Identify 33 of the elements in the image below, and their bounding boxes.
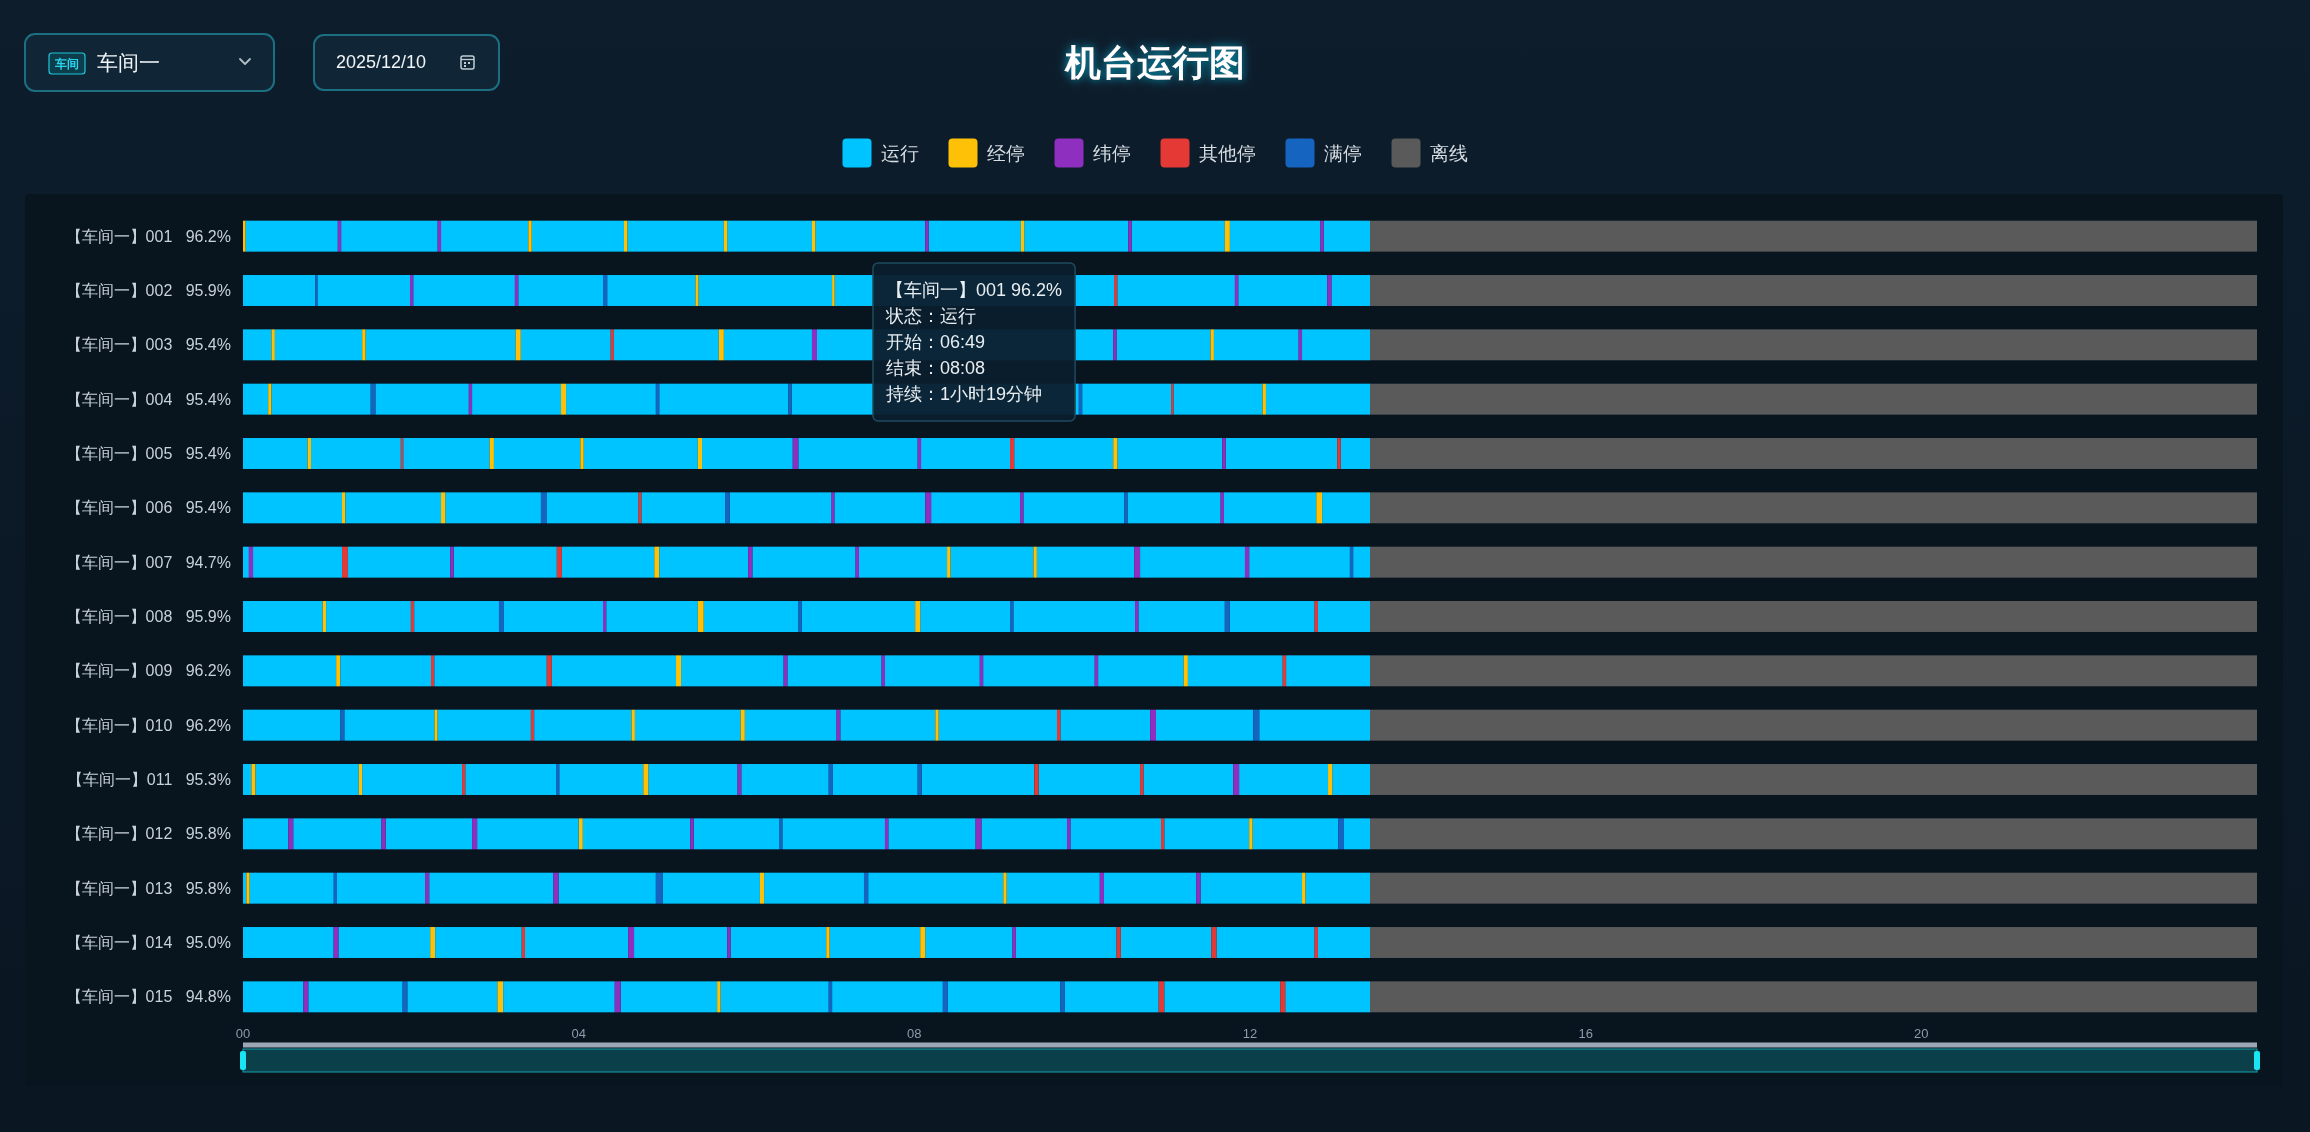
legend-label: 纬停 [1092,142,1131,164]
y-tick-label: 【车间一】015 94.8% [65,988,231,1006]
y-tick-label: 【车间一】009 96.2% [65,662,231,680]
x-tick-label: 00 [235,1025,251,1041]
y-tick-label: 【车间一】013 95.8% [65,879,231,897]
y-tick-label: 【车间一】004 95.4% [65,390,231,408]
y-tick-label: 【车间一】006 95.4% [65,499,231,517]
legend-label: 经停 [986,142,1025,164]
x-tick-label: 16 [1578,1025,1593,1041]
legend-label: 满停 [1323,142,1362,164]
legend-label: 其他停 [1198,142,1256,164]
y-tick-label: 【车间一】007 94.7% [65,553,231,571]
y-tick-label: 【车间一】012 95.8% [65,825,231,843]
y-tick-label: 【车间一】011 95.3% [66,771,231,788]
x-tick-label: 08 [907,1025,922,1041]
y-tick-label: 【车间一】005 95.4% [65,445,231,462]
chart-title: 机台运行图 [1064,41,1245,83]
y-tick-label: 【车间一】002 95.9% [65,282,231,299]
annotation: 状态：运行 [885,306,976,326]
x-tick-label: 12 [1242,1025,1258,1041]
y-tick-label: 【车间一】008 95.9% [65,608,231,625]
x-tick-label: 20 [1914,1025,1929,1041]
y-tick-label: 【车间一】001 96.2% [65,227,231,245]
annotation: 持续：1小时19分钟 [886,384,1043,404]
y-tick-label: 【车间一】010 96.2% [65,716,231,734]
annotation: 开始：06:49 [886,332,986,352]
legend-label: 运行 [880,142,919,164]
x-tick-label: 04 [571,1025,586,1041]
y-tick-label: 【车间一】014 95.0% [65,934,231,951]
y-tick-label: 【车间一】003 95.4% [65,336,231,354]
legend-label: 离线 [1429,142,1468,164]
annotation: 结束：08:08 [886,358,986,378]
annotation: 【车间一】001 96.2% [886,280,1063,300]
